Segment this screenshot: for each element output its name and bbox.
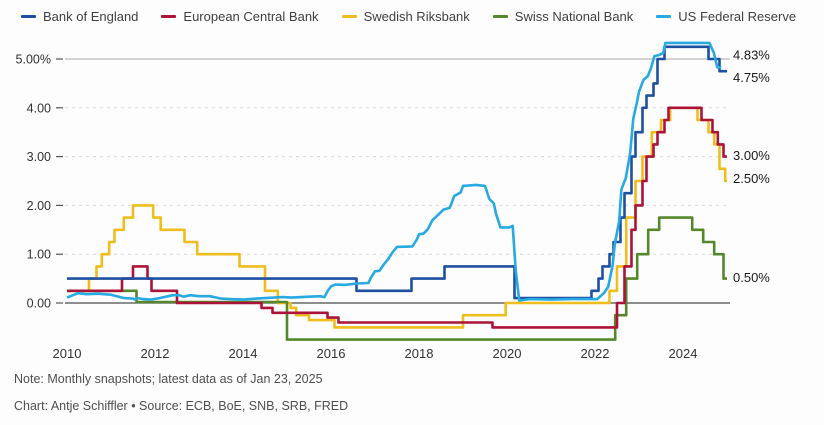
series-line-european-central-bank <box>67 106 727 329</box>
legend-item-swiss-national-bank: Swiss National Bank <box>492 9 634 24</box>
x-tick-label: 2012 <box>141 346 170 361</box>
legend-item-european-central-bank: European Central Bank <box>161 9 319 24</box>
legend-swatch-icon <box>492 15 508 18</box>
legend-item-swedish-riksbank: Swedish Riksbank <box>341 9 470 24</box>
legend: Bank of England European Central Bank Swed… <box>21 9 796 24</box>
y-tick-labels: 5.00% 4.00 3.00 2.00 1.00 0.00 <box>16 53 51 311</box>
end-label-us-federal-reserve: 4.83% <box>733 48 770 63</box>
legend-swatch-icon <box>656 15 672 18</box>
x-tick-label: 2018 <box>405 346 434 361</box>
series-line-swiss-national-bank <box>67 216 727 341</box>
end-label-swiss-national-bank: 0.50% <box>733 270 770 285</box>
y-tick-label: 0.00 <box>27 297 51 311</box>
x-tick-labels: 2010 2012 2014 2016 2018 2020 2022 2024 <box>53 346 698 361</box>
end-label-european-central-bank: 3.00% <box>733 148 770 163</box>
y-tick-label: 5.00% <box>16 53 51 67</box>
legend-label: Bank of England <box>43 9 139 24</box>
credit-text: Chart: Antje Schiffler • Source: ECB, Bo… <box>14 399 349 413</box>
y-tick-label: 2.00 <box>27 199 51 213</box>
series-line-us-federal-reserve <box>66 41 722 302</box>
end-label-bank-of-england: 4.75% <box>733 70 770 85</box>
legend-swatch-icon <box>341 15 357 18</box>
end-labels: 4.75% 3.00% 2.50% 0.50% 4.83% <box>733 48 770 286</box>
legend-label: European Central Bank <box>183 9 319 24</box>
x-tick-label: 2020 <box>493 346 522 361</box>
legend-swatch-icon <box>161 15 177 18</box>
y-tick-label: 4.00 <box>27 101 51 115</box>
end-label-swedish-riksbank: 2.50% <box>733 171 770 186</box>
legend-item-us-federal-reserve: US Federal Reserve <box>656 9 796 24</box>
x-tick-label: 2016 <box>317 346 346 361</box>
legend-label: US Federal Reserve <box>678 9 797 24</box>
series-lines <box>66 41 727 341</box>
x-tick-label: 2022 <box>581 346 610 361</box>
y-tick-label: 1.00 <box>27 248 51 262</box>
legend-swatch-icon <box>21 15 36 18</box>
series-line-bank-of-england <box>67 45 727 300</box>
y-tick-label: 3.00 <box>27 150 51 164</box>
series-line-swedish-riksbank <box>67 106 727 329</box>
rates-chart: 5.00%4.003.002.001.000.00 2010 2012 2014 20… <box>16 41 770 361</box>
legend-label: Swedish Riksbank <box>363 9 470 24</box>
legend-label: Swiss National Bank <box>514 9 634 24</box>
x-tick-label: 2010 <box>53 346 82 361</box>
x-tick-label: 2024 <box>669 346 698 361</box>
legend-item-bank-of-england: Bank of England <box>21 9 138 24</box>
x-tick-label: 2014 <box>229 346 258 361</box>
note-text: Note: Monthly snapshots; latest data as … <box>14 372 323 386</box>
